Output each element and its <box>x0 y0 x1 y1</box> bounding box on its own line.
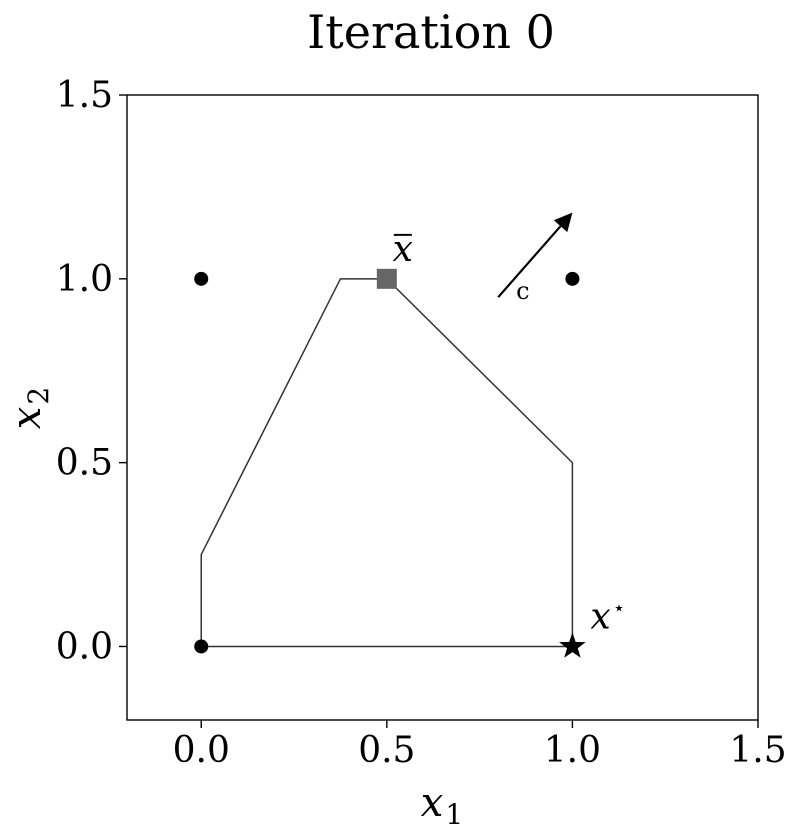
optimal-solution-label: x ⋆ <box>590 595 625 637</box>
objective-arrow-label: c <box>516 277 529 305</box>
current-solution-marker <box>376 268 397 289</box>
y-tick-label: 1.5 <box>56 75 113 116</box>
plot-data <box>194 268 586 658</box>
feasible-region-polygon <box>200 278 574 648</box>
y-tick-label: 0.0 <box>56 626 113 667</box>
chart-title: Iteration 0 <box>307 5 555 59</box>
x-tick-label: 0.0 <box>173 730 230 771</box>
annotations: cxx ⋆ <box>393 212 625 637</box>
x-axis-label: x1 <box>421 780 463 831</box>
y-axis-label-subscript: 2 <box>22 387 55 405</box>
objective-arrow-head <box>553 212 573 233</box>
x-tick-label: 1.5 <box>729 730 786 771</box>
integer-point <box>194 639 209 654</box>
x-axis-label-base: x <box>421 780 444 826</box>
x-tick-label: 1.0 <box>544 730 601 771</box>
y-axis-label: x2 <box>4 387 55 429</box>
current-solution-label: x <box>393 229 413 270</box>
axis-ticks: 0.0 0.5 1.0 1.5 0.0 0.5 1.0 1.5 <box>56 75 787 771</box>
integer-point <box>565 271 580 286</box>
optimal-solution-label-superscript: ⋆ <box>613 595 626 619</box>
y-axis-label-base: x <box>4 407 50 430</box>
y-tick-label: 0.5 <box>56 443 113 484</box>
objective-arrow-shaft <box>497 225 562 298</box>
optimal-solution-star <box>559 632 586 658</box>
y-tick-label: 1.0 <box>56 259 113 300</box>
plot-area <box>126 94 759 721</box>
x-axis-label-subscript: 1 <box>445 798 463 831</box>
optimal-solution-label-base: x <box>590 596 610 637</box>
integer-point <box>194 271 209 286</box>
x-tick-label: 0.5 <box>358 730 415 771</box>
